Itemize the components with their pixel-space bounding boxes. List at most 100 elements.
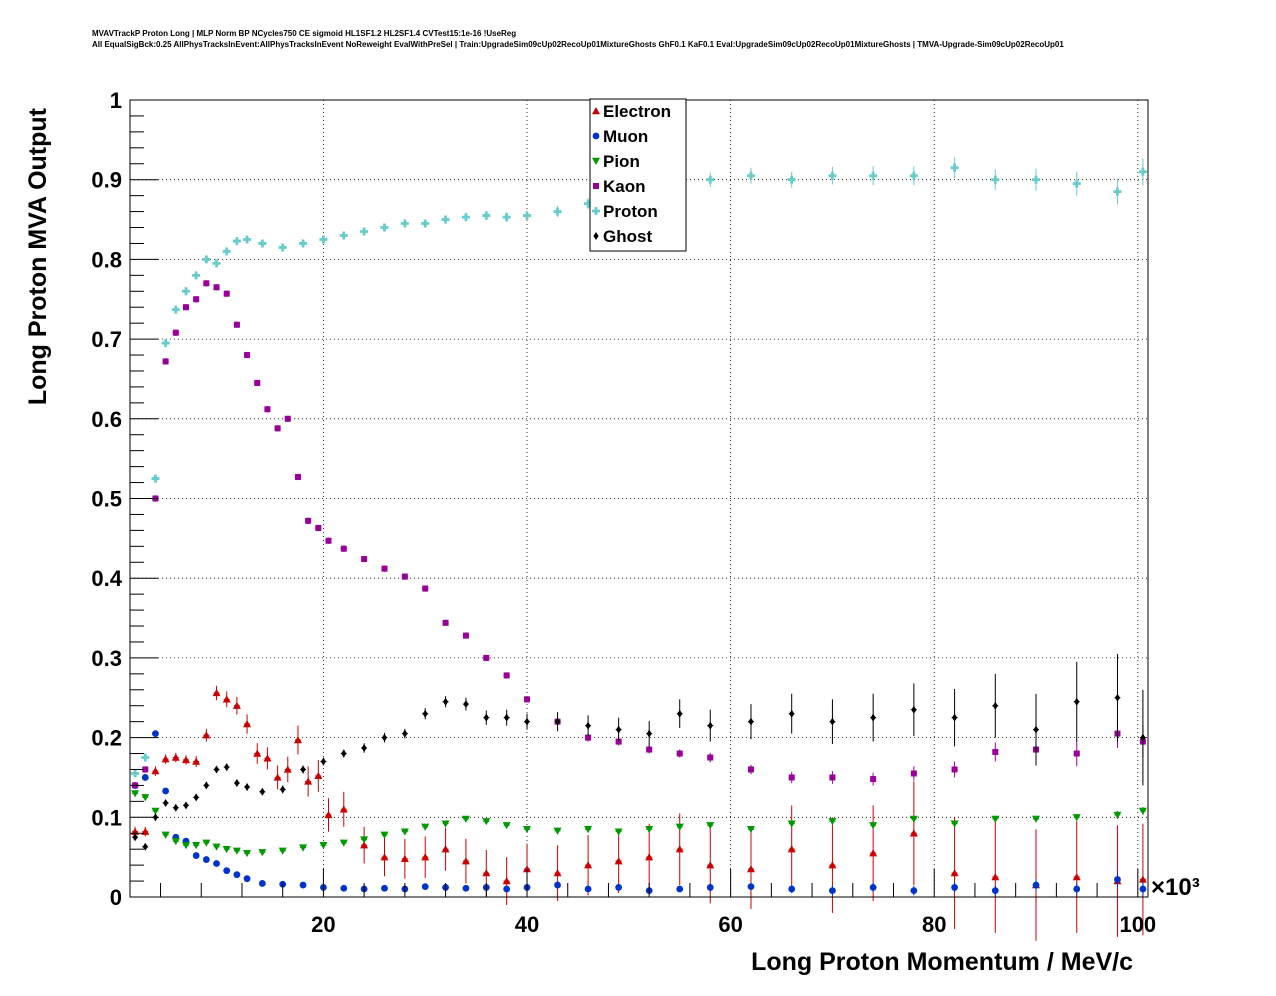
data-point-kaon — [910, 770, 917, 777]
data-point-proton — [212, 259, 221, 268]
data-point-kaon — [254, 379, 261, 386]
data-point-electron — [181, 755, 190, 764]
data-point-kaon — [707, 754, 714, 761]
data-point-ghost — [1033, 725, 1039, 734]
data-point-muon — [1139, 885, 1147, 893]
data-point-muon — [340, 884, 348, 892]
data-point-ghost — [585, 721, 591, 730]
data-point-proton — [909, 171, 918, 180]
data-point-electron — [869, 849, 878, 857]
series-electron — [131, 685, 1147, 941]
data-point-ghost — [677, 709, 683, 718]
data-point-pion — [161, 831, 170, 839]
data-point-pion — [380, 831, 389, 839]
data-point-kaon — [213, 284, 220, 291]
data-point-pion — [339, 839, 348, 847]
data-point-proton — [171, 305, 180, 314]
data-point-proton — [299, 239, 308, 248]
data-point-ghost — [463, 700, 469, 709]
tick-marks — [130, 99, 1139, 898]
legend-marker-muon — [592, 132, 600, 140]
data-point-pion — [502, 822, 511, 830]
y-tick-label: 0.5 — [91, 487, 122, 512]
data-point-muon — [299, 881, 307, 889]
data-point-proton — [339, 231, 348, 240]
data-point-proton — [181, 287, 190, 296]
data-point-electron — [202, 731, 211, 739]
data-point-pion — [787, 820, 796, 828]
data-point-electron — [1072, 873, 1081, 881]
x-axis-title: Long Proton Momentum / MeV/c — [751, 948, 1133, 976]
data-point-proton — [441, 215, 450, 224]
data-point-pion — [212, 843, 221, 851]
data-point-kaon — [142, 766, 149, 773]
data-point-kaon — [442, 619, 449, 626]
data-point-electron — [614, 857, 623, 865]
y-tick-labels: 0 0.1 0.2 0.3 0.4 0.5 0.6 0.7 0.8 0.9 1 — [91, 88, 122, 910]
data-point-kaon — [182, 304, 189, 311]
data-point-proton — [202, 255, 211, 264]
data-point-pion — [192, 841, 201, 850]
data-point-proton — [360, 227, 369, 236]
data-point-proton — [991, 175, 1000, 184]
data-point-electron — [283, 765, 292, 773]
data-point-electron — [243, 720, 252, 728]
data-point-kaon — [422, 585, 429, 592]
y-tick-label: 0.8 — [91, 247, 122, 272]
data-point-electron — [1138, 875, 1147, 883]
data-point-pion — [461, 815, 470, 823]
data-point-muon — [152, 730, 159, 738]
data-point-ghost — [504, 713, 510, 722]
data-point-muon — [584, 885, 592, 893]
y-tick-label: 1 — [110, 88, 122, 113]
data-point-pion — [141, 794, 150, 802]
header-line-1: MVAVTrackP Proton Long | MLP Norm BP NCy… — [92, 29, 516, 38]
data-point-muon — [747, 883, 755, 891]
data-point-proton — [482, 211, 491, 220]
data-point-electron — [706, 861, 715, 869]
data-point-electron — [461, 857, 470, 865]
data-point-kaon — [992, 748, 999, 755]
legend-label-ghost: Ghost — [603, 227, 652, 246]
data-point-pion — [950, 820, 959, 828]
data-point-pion — [746, 826, 755, 834]
data-point-pion — [258, 849, 267, 857]
data-point-proton — [243, 235, 252, 244]
data-point-kaon — [747, 766, 754, 773]
y-tick-label: 0.1 — [91, 805, 122, 830]
series-kaon — [132, 280, 1146, 789]
data-point-proton — [278, 243, 287, 252]
data-point-muon — [202, 856, 210, 863]
data-point-electron — [339, 805, 348, 813]
legend-label-proton: Proton — [603, 202, 658, 221]
header-line-2: All EqualSigBck:0.25 AllPhysTracksInEven… — [92, 40, 1064, 49]
data-point-kaon — [585, 734, 592, 741]
data-point-proton — [553, 207, 562, 216]
data-point-proton — [706, 175, 715, 184]
data-point-kaon — [462, 632, 469, 639]
data-point-pion — [202, 839, 211, 847]
data-point-electron — [828, 861, 837, 869]
data-point-kaon — [524, 696, 531, 703]
data-point-pion — [1072, 814, 1081, 822]
data-point-ghost — [132, 833, 138, 842]
x-multiplier: ×10³ — [1151, 874, 1200, 901]
data-point-pion — [181, 841, 190, 850]
data-point-electron — [192, 757, 201, 765]
data-point-pion — [614, 828, 623, 836]
data-point-muon — [676, 885, 684, 893]
data-point-pion — [1113, 811, 1122, 819]
data-point-muon — [462, 884, 470, 892]
data-point-electron — [502, 877, 511, 885]
data-point-electron — [253, 749, 262, 757]
data-point-electron — [232, 701, 241, 709]
data-point-proton — [400, 219, 409, 228]
data-point-pion — [243, 849, 252, 858]
data-point-ghost — [213, 765, 220, 774]
data-point-ghost — [442, 697, 449, 706]
legend-label-electron: Electron — [603, 102, 671, 121]
data-point-muon — [233, 871, 241, 879]
data-point-ghost — [911, 705, 917, 714]
data-point-ghost — [259, 787, 265, 796]
